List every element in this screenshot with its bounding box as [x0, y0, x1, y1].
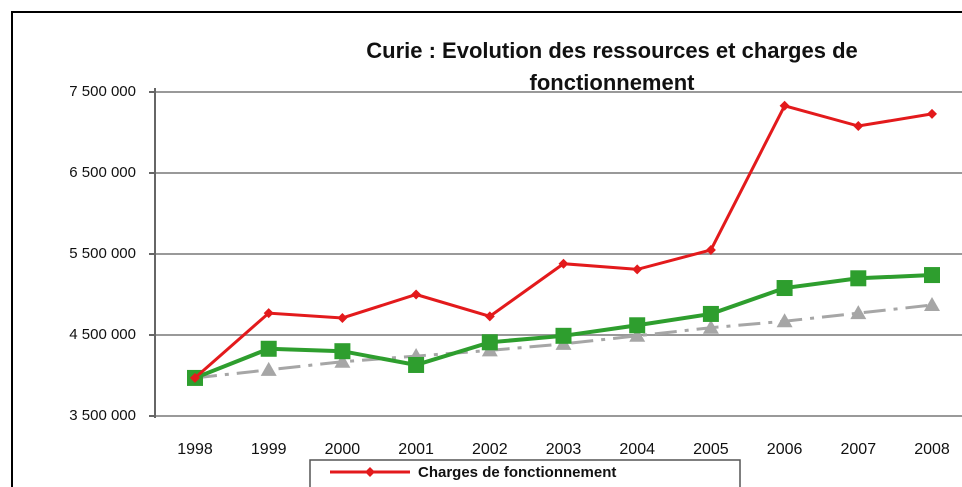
x-tick-label: 2001 — [398, 441, 434, 458]
point — [629, 327, 646, 342]
x-tick-label: 2005 — [693, 441, 729, 458]
point — [484, 311, 495, 322]
point — [776, 313, 793, 328]
point — [555, 327, 572, 344]
x-tick-label: 1999 — [251, 441, 287, 458]
chart-title: fonctionnement — [530, 70, 696, 95]
legend-marker — [365, 467, 375, 477]
point — [924, 297, 940, 312]
y-tick-label: 4 500 000 — [69, 326, 136, 343]
point — [632, 264, 643, 275]
point — [853, 121, 864, 132]
x-tick-label: 2004 — [619, 441, 655, 458]
point — [263, 308, 274, 319]
point — [850, 270, 867, 287]
point — [924, 267, 940, 284]
y-tick-label: 7 500 000 — [69, 83, 136, 100]
point — [702, 305, 719, 322]
point — [850, 305, 867, 320]
point — [334, 353, 351, 368]
point — [481, 334, 498, 351]
point — [705, 244, 716, 255]
y-tick-label: 6 500 000 — [69, 164, 136, 181]
point — [411, 289, 422, 300]
point — [927, 108, 937, 119]
point — [408, 356, 425, 373]
x-tick-label: 2002 — [472, 441, 508, 458]
x-tick-label: 2003 — [546, 441, 582, 458]
point — [702, 319, 719, 334]
point — [337, 312, 348, 323]
point — [629, 317, 646, 334]
chart-title: Curie : Evolution des ressources et char… — [366, 38, 858, 63]
point — [190, 372, 200, 383]
point — [776, 280, 793, 297]
point — [334, 343, 351, 360]
point — [260, 361, 277, 376]
point — [779, 100, 790, 111]
x-tick-label: 2006 — [767, 441, 803, 458]
legend-label: Charges de fonctionnement — [418, 464, 616, 481]
x-tick-label: 2008 — [914, 441, 950, 458]
point — [558, 258, 569, 269]
y-tick-label: 3 500 000 — [69, 407, 136, 424]
y-tick-label: 5 500 000 — [69, 245, 136, 262]
x-tick-label: 2007 — [841, 441, 877, 458]
point — [260, 340, 277, 357]
x-tick-label: 1998 — [177, 441, 213, 458]
x-tick-label: 2000 — [325, 441, 361, 458]
